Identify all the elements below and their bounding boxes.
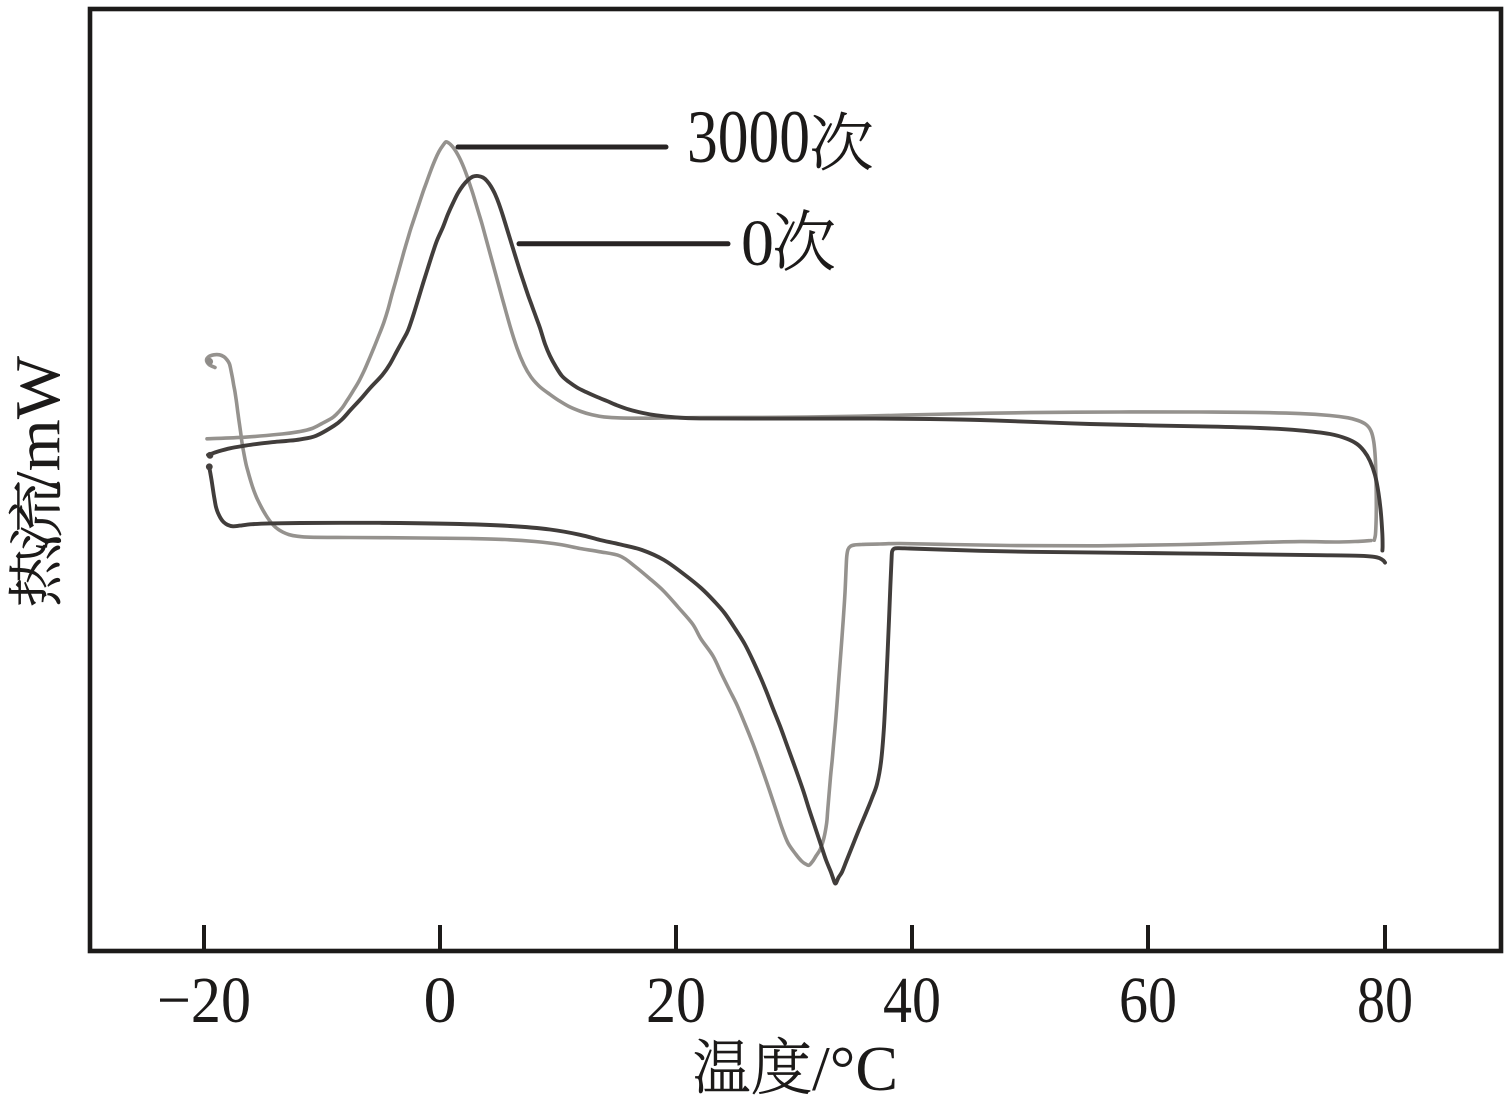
svg-text:0: 0 bbox=[741, 207, 774, 280]
svg-text:0: 0 bbox=[424, 964, 457, 1037]
svg-text:/mW: /mW bbox=[2, 355, 73, 490]
svg-text:/°C: /°C bbox=[812, 1033, 898, 1102]
svg-text:80: 80 bbox=[1357, 964, 1413, 1037]
svg-text:60: 60 bbox=[1119, 964, 1177, 1037]
svg-text:−20: −20 bbox=[157, 964, 251, 1037]
svg-text:40: 40 bbox=[883, 964, 941, 1037]
svg-text:20: 20 bbox=[646, 964, 706, 1037]
svg-text:3000: 3000 bbox=[687, 96, 810, 179]
